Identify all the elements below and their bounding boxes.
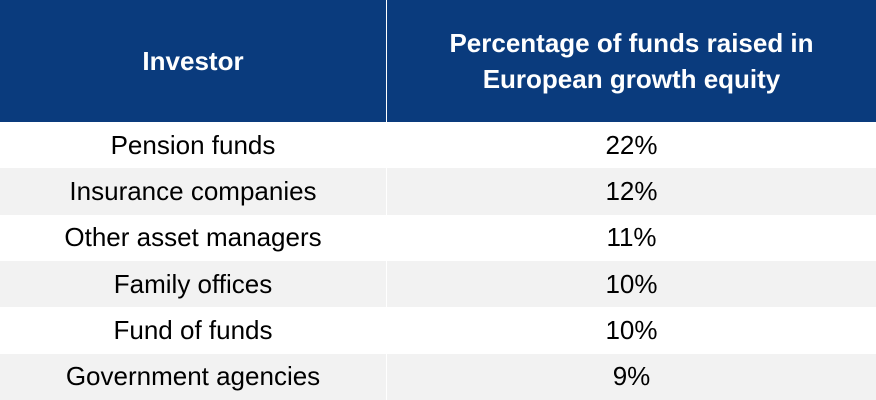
table-row: Other asset managers 11% — [0, 214, 876, 261]
percentage-cell: 9% — [612, 361, 651, 392]
column-header-percentage: Percentage of funds raised in European g… — [449, 28, 814, 94]
investor-cell: Government agencies — [0, 353, 387, 400]
percentage-cell: 12% — [605, 175, 658, 206]
investor-cell: Insurance companies — [0, 168, 387, 215]
table-row: Fund of funds 10% — [0, 307, 876, 354]
percentage-cell: 10% — [605, 314, 658, 345]
investor-cell: Other asset managers — [0, 214, 387, 261]
investor-cell: Fund of funds — [0, 307, 387, 354]
table-row: Government agencies 9% — [0, 353, 876, 400]
percentage-cell: 11% — [606, 222, 657, 253]
table-header: Investor Percentage of funds raised in E… — [0, 0, 876, 122]
table-row: Family offices 10% — [0, 260, 876, 308]
table-row: Insurance companies 12% — [0, 168, 876, 215]
percentage-cell: 22% — [605, 129, 658, 160]
table-row: Pension funds 22% — [0, 122, 876, 169]
percentage-cell: 10% — [605, 268, 658, 299]
investor-cell: Family offices — [0, 260, 387, 308]
investor-cell: Pension funds — [0, 122, 387, 169]
column-header-investor: Investor — [0, 0, 387, 122]
